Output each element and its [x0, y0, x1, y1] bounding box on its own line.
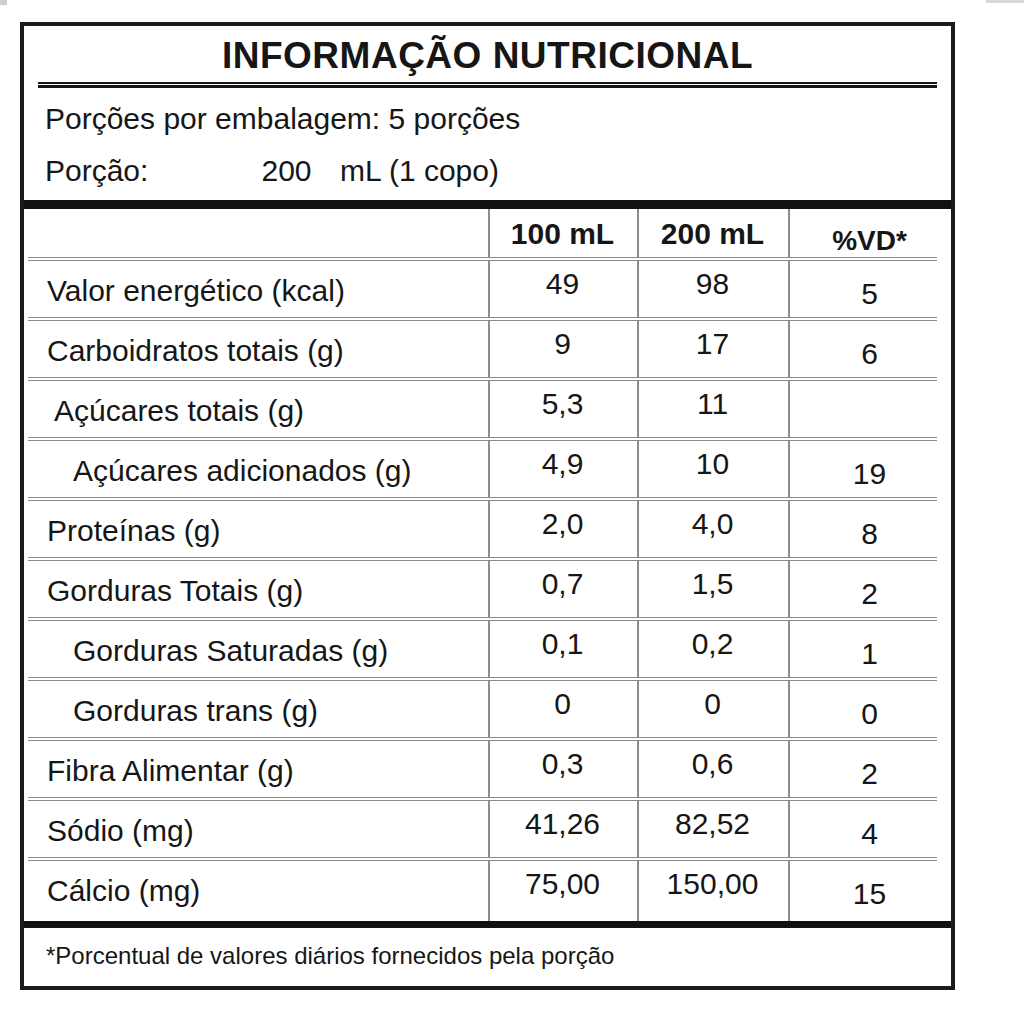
footnote: *Porcentual de valores diários fornecido… — [24, 928, 951, 971]
table-title: INFORMAÇÃO NUTRICIONAL — [24, 30, 951, 82]
row-label: Sódio (mg) — [24, 801, 488, 861]
servings-per-package: Porções por embalagem: 5 porções — [24, 100, 951, 138]
row-label: Gorduras Saturadas (g) — [24, 621, 488, 681]
row-label: Cálcio (mg) — [24, 861, 488, 921]
serving-size-value: 200 — [233, 152, 340, 190]
value-100ml: 0,1 — [488, 614, 637, 674]
title-divider — [38, 82, 937, 88]
row-label: Açúcares adicionados (g) — [24, 441, 488, 501]
column-divider — [637, 209, 639, 921]
page: { "colors": { "outer_border": "#1b1b1b",… — [0, 0, 1024, 1024]
value-percent-dv — [788, 384, 951, 444]
row-label: Valor energético (kcal) — [24, 261, 488, 321]
row-label: Gorduras trans (g) — [24, 681, 488, 741]
value-100ml: 0 — [488, 674, 637, 734]
column-header-percent-dv: %VD* — [788, 215, 951, 267]
value-200ml: 0 — [637, 674, 788, 734]
value-100ml: 49 — [488, 254, 637, 314]
value-200ml: 11 — [637, 374, 788, 434]
nutrition-facts-table: INFORMAÇÃO NUTRICIONAL Porções por embal… — [20, 22, 955, 990]
table-body: 100 mL 200 mL %VD* Valor energético (kca… — [24, 209, 951, 921]
value-percent-dv: 2 — [788, 744, 951, 804]
value-200ml: 0,6 — [637, 734, 788, 794]
column-divider — [788, 209, 790, 921]
value-percent-dv: 4 — [788, 804, 951, 864]
row-label: Proteínas (g) — [24, 501, 488, 561]
value-percent-dv: 1 — [788, 624, 951, 684]
value-100ml: 4,9 — [488, 434, 637, 494]
value-100ml: 0,3 — [488, 734, 637, 794]
value-200ml: 82,52 — [637, 794, 788, 854]
row-label: Gorduras Totais (g) — [24, 561, 488, 621]
value-200ml: 1,5 — [637, 554, 788, 614]
column-divider — [488, 209, 490, 921]
row-label: Açúcares totais (g) — [24, 381, 488, 441]
scan-artifact — [986, 0, 1024, 3]
value-percent-dv: 8 — [788, 504, 951, 564]
value-100ml: 75,00 — [488, 854, 637, 914]
value-percent-dv: 2 — [788, 564, 951, 624]
scan-artifact — [0, 0, 7, 5]
serving-size-label: Porção: — [45, 152, 233, 190]
value-200ml: 98 — [637, 254, 788, 314]
value-100ml: 9 — [488, 314, 637, 374]
serving-size-line: Porção: 200 mL (1 copo) — [24, 152, 951, 190]
value-100ml: 2,0 — [488, 494, 637, 554]
column-header-100ml: 100 mL — [488, 208, 637, 260]
value-200ml: 17 — [637, 314, 788, 374]
row-label: Fibra Alimentar (g) — [24, 741, 488, 801]
value-percent-dv: 19 — [788, 444, 951, 504]
value-percent-dv: 0 — [788, 684, 951, 744]
value-percent-dv: 15 — [788, 864, 951, 924]
column-header-200ml: 200 mL — [637, 208, 788, 260]
value-100ml: 41,26 — [488, 794, 637, 854]
value-100ml: 0,7 — [488, 554, 637, 614]
value-200ml: 0,2 — [637, 614, 788, 674]
value-100ml: 5,3 — [488, 374, 637, 434]
header-blank-cell — [24, 209, 488, 261]
row-label: Carboidratos totais (g) — [24, 321, 488, 381]
value-200ml: 150,00 — [637, 854, 788, 914]
value-percent-dv: 5 — [788, 264, 951, 324]
value-200ml: 4,0 — [637, 494, 788, 554]
value-200ml: 10 — [637, 434, 788, 494]
serving-size-unit: mL (1 copo) — [340, 152, 499, 190]
value-percent-dv: 6 — [788, 324, 951, 384]
